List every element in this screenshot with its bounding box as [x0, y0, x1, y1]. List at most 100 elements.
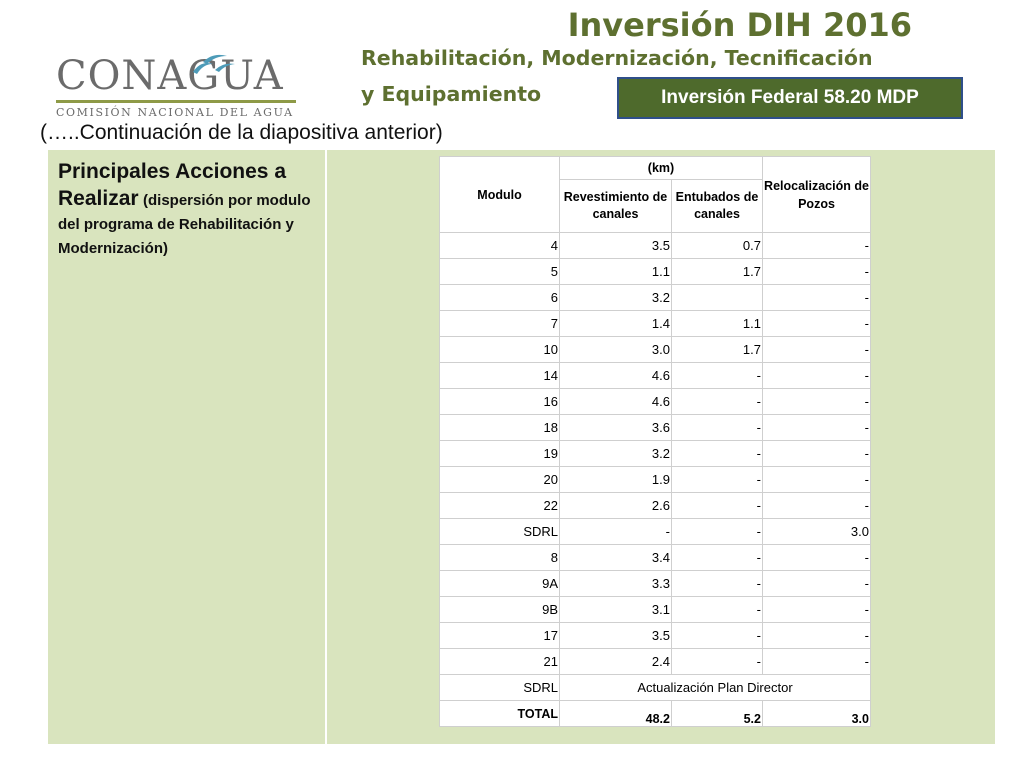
cell-entubados: -: [671, 492, 763, 519]
left-panel: [48, 150, 327, 744]
cell-relocalizacion: -: [762, 388, 871, 415]
header-revestimiento: Revestimiento de canales: [559, 179, 672, 233]
header-entubados: Entubados de canales: [671, 179, 763, 233]
cell-total-label: TOTAL: [439, 700, 560, 727]
page-title: Inversión DIH 2016: [567, 6, 912, 44]
cell-modulo: SDRL: [439, 674, 560, 701]
cell-revestimiento: 3.0: [559, 336, 672, 363]
cell-relocalizacion: -: [762, 232, 871, 259]
cell-revestimiento: 3.4: [559, 544, 672, 571]
table-row: 17 3.5- -: [439, 622, 871, 649]
conagua-logo: CONAGUA COMISIÓN NACIONAL DEL AGUA: [56, 52, 306, 119]
cell-revestimiento: 3.5: [559, 232, 672, 259]
logo-wordmark: CONAGUA: [56, 53, 284, 99]
table-row: 9A 3.3- -: [439, 570, 871, 597]
page-subtitle-line1: Rehabilitación, Modernización, Tecnifica…: [361, 46, 873, 70]
cell-revestimiento: 4.6: [559, 362, 672, 389]
cell-modulo: 19: [439, 440, 560, 467]
cell-entubados: 0.7: [671, 232, 763, 259]
cell-revestimiento: 1.4: [559, 310, 672, 337]
cell-entubados: -: [671, 440, 763, 467]
cell-entubados: -: [671, 518, 763, 545]
cell-entubados: 1.7: [671, 336, 763, 363]
cell-modulo: 6: [439, 284, 560, 311]
logo-divider: [56, 100, 296, 103]
logo-subtitle: COMISIÓN NACIONAL DEL AGUA: [56, 106, 294, 119]
cell-revestimiento: -: [559, 518, 672, 545]
table-row: 9B 3.1- -: [439, 596, 871, 623]
header-modulo: Modulo: [439, 156, 560, 233]
table-row: 22 2.6- -: [439, 492, 871, 519]
acciones-title: Principales Acciones a Realizar: [58, 160, 286, 210]
cell-modulo: 21: [439, 648, 560, 675]
cell-relocalizacion: -: [762, 648, 871, 675]
cell-modulo: 18: [439, 414, 560, 441]
table-row: 6 3.2 -: [439, 284, 871, 311]
cell-revestimiento: 3.5: [559, 622, 672, 649]
cell-revestimiento: 3.6: [559, 414, 672, 441]
cell-modulo: 5: [439, 258, 560, 285]
cell-modulo: 4: [439, 232, 560, 259]
page-subtitle-line2: y Equipamiento: [361, 82, 542, 106]
cell-relocalizacion: -: [762, 622, 871, 649]
table-row: 4 3.5 0.7-: [439, 232, 871, 259]
cell-modulo: 20: [439, 466, 560, 493]
cell-relocalizacion: -: [762, 570, 871, 597]
cell-modulo: 16: [439, 388, 560, 415]
cell-entubados: -: [671, 622, 763, 649]
cell-revestimiento: 3.3: [559, 570, 672, 597]
cell-relocalizacion: -: [762, 466, 871, 493]
acciones-detail: (dispersión por modulo del programa de R…: [58, 192, 311, 257]
cell-total-revestimiento: 48.2: [559, 700, 672, 727]
cell-relocalizacion: -: [762, 492, 871, 519]
table-row-sdrl-plan: SDRL Actualización Plan Director: [439, 674, 871, 701]
cell-entubados: [671, 284, 763, 311]
cell-modulo: 10: [439, 336, 560, 363]
table-row: 16 4.6- -: [439, 388, 871, 415]
cell-revestimiento: 2.6: [559, 492, 672, 519]
cell-modulo: 9A: [439, 570, 560, 597]
cell-relocalizacion: -: [762, 336, 871, 363]
table-row: SDRL - -3.0: [439, 518, 871, 545]
cell-entubados: -: [671, 362, 763, 389]
table-row: 18 3.6- -: [439, 414, 871, 441]
continuation-note: (…..Continuación de la diapositiva anter…: [40, 121, 443, 144]
cell-entubados: 1.7: [671, 258, 763, 285]
cell-plan-director: Actualización Plan Director: [559, 674, 871, 701]
table-row-total: TOTAL 48.2 5.2 3.0: [439, 700, 871, 727]
cell-entubados: -: [671, 596, 763, 623]
cell-entubados: 1.1: [671, 310, 763, 337]
cell-relocalizacion: -: [762, 362, 871, 389]
modules-table: Modulo (km) Relocalización de Pozos Reve…: [439, 156, 871, 727]
header-unit: (km): [559, 156, 763, 180]
birds-icon: [193, 54, 235, 74]
cell-relocalizacion: -: [762, 544, 871, 571]
investment-badge: Inversión Federal 58.20 MDP: [617, 77, 963, 119]
cell-relocalizacion: -: [762, 310, 871, 337]
table-row: 14 4.6- -: [439, 362, 871, 389]
table-row: 8 3.4- -: [439, 544, 871, 571]
cell-revestimiento: 3.2: [559, 284, 672, 311]
cell-relocalizacion: -: [762, 596, 871, 623]
cell-revestimiento: 1.9: [559, 466, 672, 493]
table-row: 19 3.2- -: [439, 440, 871, 467]
cell-modulo: SDRL: [439, 518, 560, 545]
acciones-text: Principales Acciones a Realizar (dispers…: [58, 158, 313, 261]
cell-modulo: 9B: [439, 596, 560, 623]
cell-revestimiento: 2.4: [559, 648, 672, 675]
cell-relocalizacion: -: [762, 284, 871, 311]
cell-revestimiento: 1.1: [559, 258, 672, 285]
cell-entubados: -: [671, 648, 763, 675]
cell-revestimiento: 3.1: [559, 596, 672, 623]
header-relocalizacion: Relocalización de Pozos: [762, 156, 871, 233]
cell-relocalizacion: 3.0: [762, 518, 871, 545]
table-row: 10 3.0 1.7-: [439, 336, 871, 363]
cell-relocalizacion: -: [762, 414, 871, 441]
cell-modulo: 22: [439, 492, 560, 519]
cell-revestimiento: 4.6: [559, 388, 672, 415]
table-row: 21 2.4- -: [439, 648, 871, 675]
table-row: 5 1.1 1.7-: [439, 258, 871, 285]
cell-total-relocalizacion: 3.0: [762, 700, 871, 727]
table-row: 20 1.9- -: [439, 466, 871, 493]
cell-modulo: 17: [439, 622, 560, 649]
